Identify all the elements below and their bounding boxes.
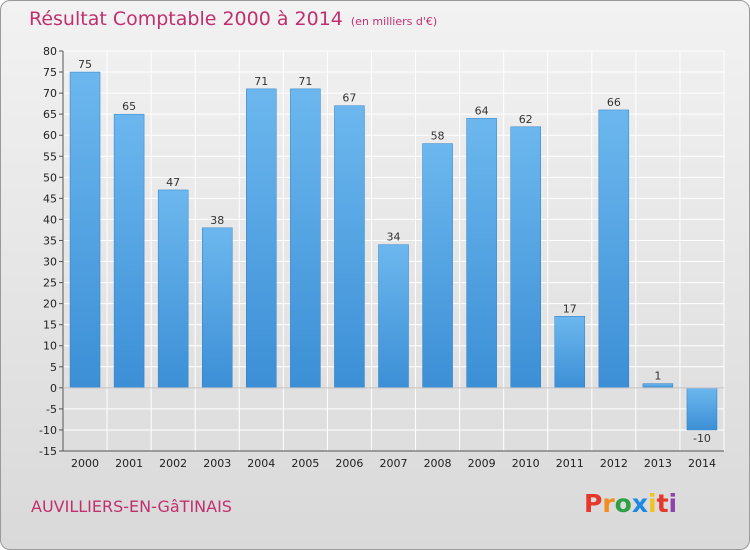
proxiti-logo: Proxiti — [584, 489, 677, 518]
y-tick-label: -5 — [46, 403, 57, 416]
x-tick-label: 2001 — [115, 457, 143, 470]
x-tick-label: 2008 — [424, 457, 452, 470]
data-label-2008: 58 — [431, 130, 445, 143]
data-label-2000: 75 — [78, 58, 92, 71]
bar-2009 — [466, 118, 497, 389]
data-label-2009: 64 — [475, 104, 489, 117]
logo-letter: P — [584, 489, 603, 518]
y-tick-label: 5 — [50, 361, 57, 374]
y-tick-label: 35 — [43, 234, 57, 247]
x-tick-label: 2002 — [159, 457, 187, 470]
logo-letter: x — [631, 489, 648, 518]
x-tick-label: 2013 — [644, 457, 672, 470]
data-label-2012: 66 — [607, 96, 621, 109]
logo-letter: t — [656, 489, 669, 518]
y-tick-label: 60 — [43, 129, 57, 142]
bar-2000 — [69, 71, 101, 389]
y-tick-label: 15 — [43, 319, 57, 332]
x-tick-label: 2007 — [380, 457, 408, 470]
x-tick-label: 2006 — [335, 457, 363, 470]
bar-2001 — [113, 113, 145, 389]
x-tick-label: 2000 — [71, 457, 99, 470]
y-tick-label: 30 — [43, 256, 57, 269]
commune-name: AUVILLIERS-EN-GâTINAIS — [31, 497, 232, 516]
y-tick-label: 25 — [43, 277, 57, 290]
bar-2011 — [554, 316, 586, 389]
bar-2014 — [686, 387, 718, 431]
chart-subtitle: (en milliers d'€) — [350, 15, 438, 28]
data-label-2006: 67 — [342, 92, 356, 105]
x-tick-label: 2010 — [512, 457, 540, 470]
chart-title-text: Résultat Comptable 2000 à 2014 — [29, 8, 343, 30]
y-tick-label: 50 — [43, 171, 57, 184]
bar-2004 — [246, 88, 277, 389]
bar-2002 — [157, 189, 189, 389]
data-label-2011: 17 — [563, 302, 577, 315]
logo-letter: i — [648, 489, 657, 518]
bar-2003 — [201, 227, 233, 389]
y-tick-label: 55 — [43, 150, 57, 163]
x-tick-label: 2012 — [600, 457, 628, 470]
x-tick-label: 2011 — [556, 457, 584, 470]
y-tick-label: 0 — [50, 382, 57, 395]
bar-2010 — [510, 126, 541, 389]
data-label-2014: -10 — [693, 432, 711, 445]
data-label-2007: 34 — [387, 231, 401, 244]
x-tick-label: 2003 — [203, 457, 231, 470]
bar-2007 — [378, 244, 409, 389]
data-label-2003: 38 — [210, 214, 224, 227]
y-tick-label: 10 — [43, 340, 57, 353]
bar-2012 — [598, 109, 630, 389]
data-label-2002: 47 — [166, 176, 180, 189]
data-label-2004: 71 — [254, 75, 268, 88]
y-tick-label: 70 — [43, 87, 57, 100]
y-tick-label: 65 — [43, 108, 57, 121]
y-tick-label: 80 — [43, 45, 57, 58]
bar-2005 — [290, 88, 321, 389]
y-tick-label: 45 — [43, 192, 57, 205]
data-label-2005: 71 — [298, 75, 312, 88]
bar-2008 — [422, 143, 453, 389]
y-tick-label: -15 — [39, 445, 57, 458]
y-tick-label: 75 — [43, 66, 57, 79]
logo-letter: i — [668, 489, 678, 518]
x-tick-label: 2014 — [688, 457, 716, 470]
x-tick-label: 2005 — [291, 457, 319, 470]
y-tick-label: -10 — [39, 424, 57, 437]
x-tick-label: 2004 — [247, 457, 275, 470]
x-tick-label: 2009 — [468, 457, 496, 470]
chart-title: Résultat Comptable 2000 à 2014 (en millie… — [29, 8, 437, 30]
y-tick-label: 20 — [43, 298, 57, 311]
data-label-2010: 62 — [519, 113, 533, 126]
logo-letter: o — [614, 489, 632, 518]
bar-2013 — [642, 383, 674, 389]
data-label-2013: 1 — [654, 370, 661, 383]
data-label-2001: 65 — [122, 100, 136, 113]
y-tick-label: 40 — [43, 213, 57, 226]
bar-2006 — [334, 105, 365, 389]
logo-letter: r — [602, 489, 615, 518]
